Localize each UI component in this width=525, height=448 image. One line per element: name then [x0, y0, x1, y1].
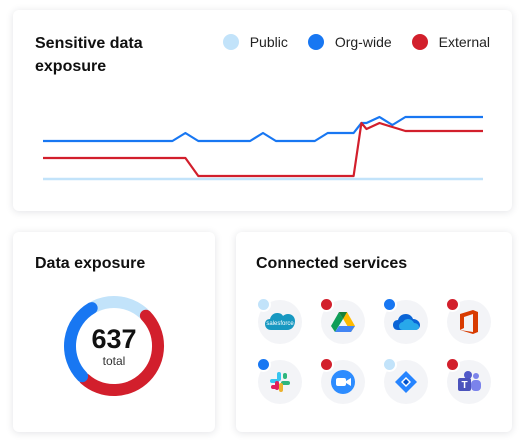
exposure-badge-external — [445, 357, 460, 372]
svg-text:salesforce: salesforce — [266, 321, 294, 327]
chart-legend: Public Org-wide External — [203, 34, 490, 50]
exposure-badge-org-wide — [256, 357, 271, 372]
google-drive-icon — [321, 300, 365, 344]
legend-label-public: Public — [249, 34, 288, 50]
services-card-title: Connected services — [256, 255, 408, 272]
connected-services-card: Connected services salesforce T — [236, 232, 512, 432]
jira-icon — [384, 360, 428, 404]
exposure-badge-external — [319, 297, 334, 312]
onedrive-icon — [384, 300, 428, 344]
exposure-donut-chart — [64, 296, 165, 397]
donut-segment-org-wide — [64, 302, 98, 383]
service-office-365[interactable] — [445, 297, 491, 344]
series-line-org-wide — [43, 115, 483, 143]
exposure-badge-external — [445, 297, 460, 312]
salesforce-icon: salesforce — [258, 300, 302, 344]
exposure-card-title: Data exposure — [35, 255, 146, 272]
service-salesforce[interactable]: salesforce — [256, 297, 302, 344]
service-zoom[interactable] — [319, 357, 365, 404]
exposure-badge-external — [319, 357, 334, 372]
service-onedrive[interactable] — [382, 297, 428, 344]
data-exposure-card: Data exposure 637 total — [13, 232, 215, 432]
donut-segment-public — [89, 296, 150, 320]
svg-text:T: T — [461, 380, 467, 391]
slack-icon — [258, 360, 302, 404]
legend-swatch-public — [222, 34, 239, 50]
service-slack[interactable] — [256, 357, 302, 404]
exposure-badge-org-wide — [382, 297, 397, 312]
legend-item-org-wide[interactable]: Org-wide — [307, 34, 392, 50]
legend-item-external[interactable]: External — [411, 34, 490, 50]
service-microsoft-teams[interactable]: T — [445, 357, 491, 404]
zoom-icon — [321, 360, 365, 404]
office-icon — [447, 300, 491, 344]
legend-swatch-external — [411, 34, 428, 50]
trend-card-title: Sensitive data exposure — [35, 35, 143, 75]
service-jira[interactable] — [382, 357, 428, 404]
legend-label-org-wide: Org-wide — [334, 34, 392, 50]
service-google-drive[interactable] — [319, 297, 365, 344]
exposure-badge-public — [256, 297, 271, 312]
legend-label-external: External — [438, 34, 490, 50]
donut-segment-external — [78, 309, 165, 397]
teams-icon: T — [447, 360, 491, 404]
series-line-external — [43, 121, 483, 178]
legend-swatch-org-wide — [307, 34, 324, 50]
total-exposure-label: total — [102, 354, 126, 368]
sensitive-data-exposure-card: Sensitive data exposure Public Org-wide … — [13, 10, 512, 211]
exposure-badge-public — [382, 357, 397, 372]
exposure-trend-chart — [43, 115, 483, 181]
legend-item-public[interactable]: Public — [222, 34, 288, 50]
total-exposure-value: 637 — [91, 324, 137, 354]
